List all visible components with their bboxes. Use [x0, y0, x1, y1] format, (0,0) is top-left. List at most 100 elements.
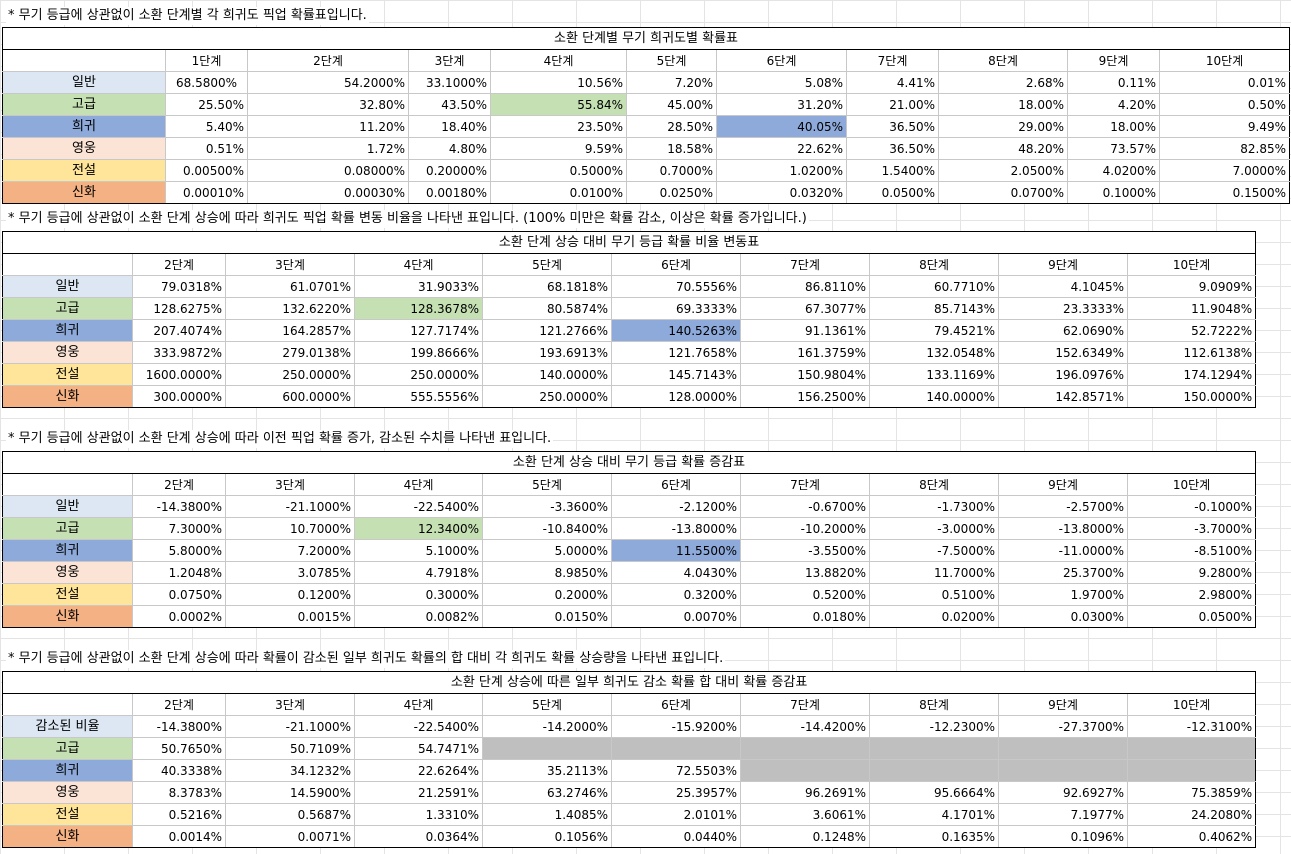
data-cell[interactable]: 250.0000% — [225, 363, 355, 386]
data-cell[interactable]: 207.4074% — [132, 319, 226, 342]
highlighted-cell[interactable]: 128.3678% — [354, 297, 483, 320]
data-cell[interactable]: 128.6275% — [132, 297, 226, 320]
data-cell[interactable]: -12.3100% — [1126, 715, 1257, 738]
corner-cell[interactable] — [2, 253, 133, 276]
row-label-mythic[interactable]: 신화 — [2, 181, 166, 204]
column-header[interactable]: 5단계 — [626, 49, 717, 72]
data-cell[interactable]: 0.20000% — [408, 159, 491, 182]
data-cell[interactable]: 0.0082% — [354, 605, 483, 628]
column-header[interactable]: 4단계 — [354, 253, 483, 276]
data-cell[interactable]: 4.0430% — [611, 561, 741, 584]
data-cell[interactable]: 0.1096% — [998, 825, 1128, 848]
empty-gray-cell[interactable] — [740, 737, 870, 760]
row-label-mythic[interactable]: 신화 — [2, 605, 133, 628]
row-label-epic[interactable]: 영웅 — [2, 561, 133, 584]
data-cell[interactable]: 7.20% — [626, 71, 717, 94]
data-cell[interactable]: 69.3333% — [611, 297, 741, 320]
data-cell[interactable]: 25.50% — [165, 93, 248, 116]
column-header[interactable]: 8단계 — [938, 49, 1068, 72]
data-cell[interactable]: 11.9048% — [1126, 297, 1257, 320]
data-cell[interactable]: 68.5800% — [165, 71, 248, 94]
data-cell[interactable]: 86.8110% — [740, 275, 870, 298]
data-cell[interactable]: 5.8000% — [132, 539, 226, 562]
empty-gray-cell[interactable] — [1126, 737, 1257, 760]
data-cell[interactable]: 4.1045% — [998, 275, 1128, 298]
data-cell[interactable]: 31.20% — [716, 93, 847, 116]
data-cell[interactable]: 0.4062% — [1126, 825, 1257, 848]
data-cell[interactable]: 0.0071% — [225, 825, 355, 848]
data-cell[interactable]: -3.3600% — [482, 495, 612, 518]
data-cell[interactable]: 193.6913% — [482, 341, 612, 364]
data-cell[interactable]: 0.5200% — [740, 583, 870, 606]
data-cell[interactable]: 0.7000% — [626, 159, 717, 182]
column-header[interactable]: 5단계 — [482, 693, 612, 716]
data-cell[interactable]: 2.9800% — [1126, 583, 1257, 606]
data-cell[interactable]: 555.5556% — [354, 385, 483, 408]
data-cell[interactable]: 9.49% — [1158, 115, 1291, 138]
column-header[interactable]: 9단계 — [998, 473, 1128, 496]
data-cell[interactable]: 133.1169% — [869, 363, 999, 386]
data-cell[interactable]: 23.3333% — [998, 297, 1128, 320]
data-cell[interactable]: 11.20% — [247, 115, 409, 138]
data-cell[interactable]: 21.00% — [846, 93, 939, 116]
data-cell[interactable]: 121.2766% — [482, 319, 612, 342]
data-cell[interactable]: -14.3800% — [132, 715, 226, 738]
data-cell[interactable]: 0.0500% — [846, 181, 939, 204]
data-cell[interactable]: 150.9804% — [740, 363, 870, 386]
data-cell[interactable]: -14.4200% — [740, 715, 870, 738]
data-cell[interactable]: 0.1500% — [1158, 181, 1291, 204]
data-cell[interactable]: -14.2000% — [482, 715, 612, 738]
column-header[interactable]: 7단계 — [740, 473, 870, 496]
data-cell[interactable]: 50.7109% — [225, 737, 355, 760]
corner-cell[interactable] — [2, 693, 133, 716]
data-cell[interactable]: 5.1000% — [354, 539, 483, 562]
data-cell[interactable]: -3.7000% — [1126, 517, 1257, 540]
data-cell[interactable]: 61.0701% — [225, 275, 355, 298]
data-cell[interactable]: 9.59% — [490, 137, 627, 160]
data-cell[interactable]: 0.0750% — [132, 583, 226, 606]
row-label-legendary[interactable]: 전설 — [2, 159, 166, 182]
data-cell[interactable]: 0.0364% — [354, 825, 483, 848]
data-cell[interactable]: 1.0200% — [716, 159, 847, 182]
data-cell[interactable]: 7.2000% — [225, 539, 355, 562]
data-cell[interactable]: 21.2591% — [354, 781, 483, 804]
data-cell[interactable]: -3.0000% — [869, 517, 999, 540]
column-header[interactable]: 4단계 — [354, 473, 483, 496]
column-header[interactable]: 10단계 — [1126, 253, 1257, 276]
data-cell[interactable]: 112.6138% — [1126, 341, 1257, 364]
data-cell[interactable]: 54.2000% — [247, 71, 409, 94]
data-cell[interactable]: 80.5874% — [482, 297, 612, 320]
row-label-decreased-ratio[interactable]: 감소된 비율 — [2, 715, 133, 738]
corner-cell[interactable] — [2, 49, 166, 72]
column-header[interactable]: 9단계 — [1067, 49, 1160, 72]
empty-gray-cell[interactable] — [740, 759, 870, 782]
data-cell[interactable]: 0.5100% — [869, 583, 999, 606]
data-cell[interactable]: 2.0500% — [938, 159, 1068, 182]
data-cell[interactable]: -3.5500% — [740, 539, 870, 562]
empty-gray-cell[interactable] — [998, 737, 1128, 760]
data-cell[interactable]: 24.2080% — [1126, 803, 1257, 826]
data-cell[interactable]: -7.5000% — [869, 539, 999, 562]
data-cell[interactable]: 1.5400% — [846, 159, 939, 182]
data-cell[interactable]: 36.50% — [846, 137, 939, 160]
data-cell[interactable]: 0.0320% — [716, 181, 847, 204]
data-cell[interactable]: 70.5556% — [611, 275, 741, 298]
row-label-common[interactable]: 일반 — [2, 275, 133, 298]
column-header[interactable]: 6단계 — [611, 693, 741, 716]
column-header[interactable]: 6단계 — [611, 473, 741, 496]
empty-gray-cell[interactable] — [869, 759, 999, 782]
data-cell[interactable]: 67.3077% — [740, 297, 870, 320]
column-header[interactable]: 9단계 — [998, 253, 1128, 276]
column-header[interactable]: 7단계 — [846, 49, 939, 72]
row-label-common[interactable]: 일반 — [2, 495, 133, 518]
data-cell[interactable]: 7.3000% — [132, 517, 226, 540]
data-cell[interactable]: 0.00010% — [165, 181, 248, 204]
data-cell[interactable]: 40.3338% — [132, 759, 226, 782]
data-cell[interactable]: 145.7143% — [611, 363, 741, 386]
data-cell[interactable]: 128.0000% — [611, 385, 741, 408]
data-cell[interactable]: 63.2746% — [482, 781, 612, 804]
data-cell[interactable]: 5.0000% — [482, 539, 612, 562]
column-header[interactable]: 7단계 — [740, 253, 870, 276]
row-label-epic[interactable]: 영웅 — [2, 137, 166, 160]
data-cell[interactable]: -1.7300% — [869, 495, 999, 518]
